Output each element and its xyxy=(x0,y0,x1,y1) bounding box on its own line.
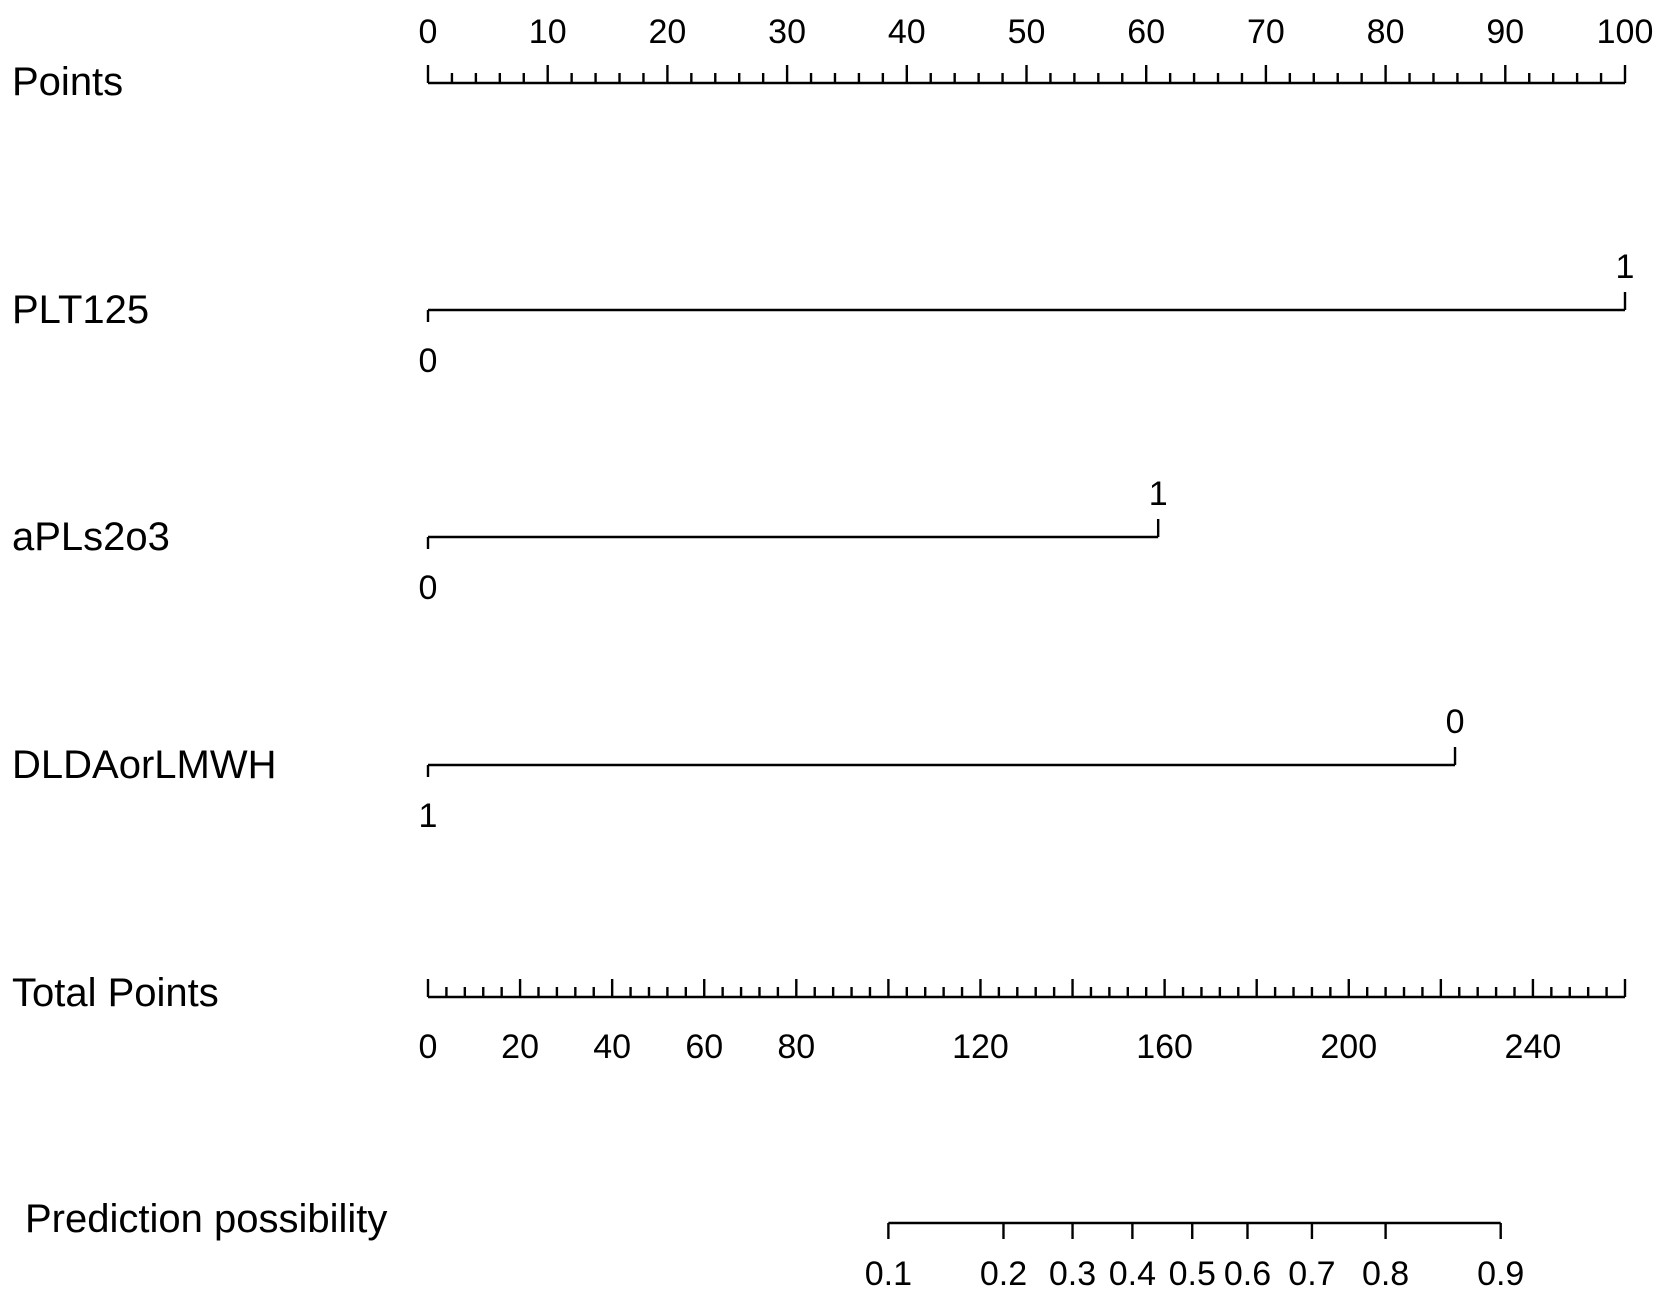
prediction-tick-label: 0.3 xyxy=(1049,1255,1096,1293)
prediction-row-label: Prediction possibility xyxy=(25,1197,387,1241)
prediction-tick-label: 0.9 xyxy=(1477,1255,1524,1293)
points-tick-label: 0 xyxy=(419,13,438,51)
points-tick-label: 70 xyxy=(1247,13,1285,51)
points-tick-label: 10 xyxy=(529,13,567,51)
total-points-tick-label: 0 xyxy=(419,1028,438,1066)
points-tick-label: 20 xyxy=(648,13,686,51)
prediction-tick-label: 0.8 xyxy=(1362,1255,1409,1293)
total-points-tick-label: 200 xyxy=(1320,1028,1377,1066)
points-tick-label: 90 xyxy=(1486,13,1524,51)
prediction-tick-label: 0.5 xyxy=(1169,1255,1216,1293)
variable-level-label: 1 xyxy=(1149,475,1168,513)
total-points-tick-label: 160 xyxy=(1136,1028,1193,1066)
points-tick-label: 30 xyxy=(768,13,806,51)
prediction-tick-label: 0.7 xyxy=(1288,1255,1335,1293)
total-points-tick-label: 240 xyxy=(1505,1028,1562,1066)
prediction-scale: 0.1 0.2 0.3 0.4 0.5 0.6 0.7 0.8 0.9 xyxy=(865,1221,1524,1293)
total-points-tick-label: 120 xyxy=(952,1028,1009,1066)
points-tick-label: 60 xyxy=(1127,13,1165,51)
prediction-tick-label: 0.1 xyxy=(865,1255,912,1293)
points-scale: 0 10 20 30 40 50 60 70 80 90 100 xyxy=(419,13,1654,85)
variable-label-apls2o3: aPLs2o3 xyxy=(12,515,170,559)
total-points-tick-label: 60 xyxy=(685,1028,723,1066)
variable-level-label: 1 xyxy=(1616,248,1635,286)
points-row-label: Points xyxy=(12,60,123,104)
variable-level-label: 0 xyxy=(419,569,438,607)
prediction-tick-label: 0.2 xyxy=(980,1255,1027,1293)
prediction-tick-label: 0.6 xyxy=(1224,1255,1271,1293)
total-points-tick-label: 40 xyxy=(593,1028,631,1066)
points-tick-label: 50 xyxy=(1008,13,1046,51)
prediction-tick-label: 0.4 xyxy=(1109,1255,1156,1293)
points-tick-label: 40 xyxy=(888,13,926,51)
total-points-tick-label: 20 xyxy=(501,1028,539,1066)
total-points-tick-label: 80 xyxy=(777,1028,815,1066)
variable-level-label: 1 xyxy=(419,797,438,835)
total-points-row-label: Total Points xyxy=(12,971,219,1015)
points-tick-label: 80 xyxy=(1367,13,1405,51)
points-tick-label: 100 xyxy=(1597,13,1654,51)
variable-level-label: 0 xyxy=(1446,703,1465,741)
variable-label-dldaorlmwh: DLDAorLMWH xyxy=(12,743,276,787)
variable-scales: 0 1 0 1 1 0 xyxy=(419,248,1635,835)
variable-level-label: 0 xyxy=(419,342,438,380)
variable-label-plt125: PLT125 xyxy=(12,288,149,332)
total-points-scale: 0 20 40 60 80 120 160 200 240 xyxy=(419,979,1627,1066)
